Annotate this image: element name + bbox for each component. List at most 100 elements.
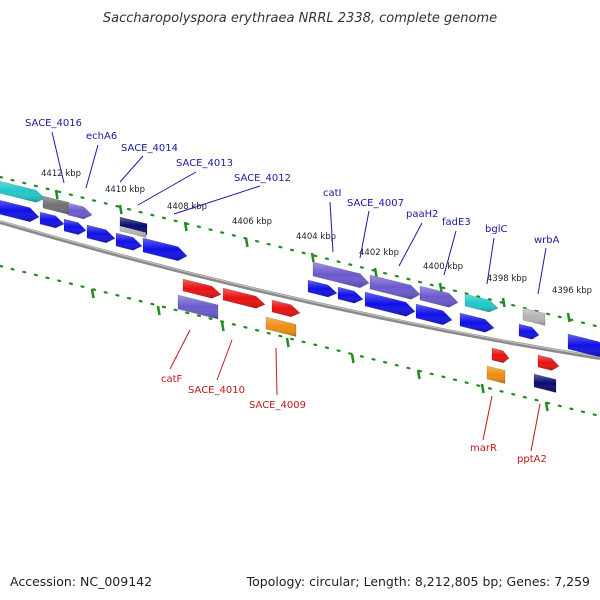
gene-arrow-shading (538, 355, 559, 371)
gene-leader-line (486, 237, 495, 285)
major-tick (118, 204, 123, 215)
major-tick (416, 369, 421, 380)
gene-label-sace-4009[interactable]: SACE_4009 (249, 400, 306, 411)
tick-label: 4410 kbp (105, 185, 145, 195)
major-tick (480, 383, 485, 394)
gene-leader-line (169, 329, 191, 370)
gene-label-sace-4013[interactable]: SACE_4013 (176, 158, 233, 169)
tick-label: 4412 kbp (41, 169, 81, 179)
genome-backbone (0, 220, 600, 360)
gene-arrow-shading (523, 308, 545, 326)
gene-label-catf[interactable]: catF (161, 374, 183, 385)
tick-labels: 4412 kbp 4410 kbp 4408 kbp 4406 kbp 4404 kbp… (41, 169, 592, 412)
tick-label: 4406 kbp (232, 217, 272, 227)
gene-label-sace-4012[interactable]: SACE_4012 (234, 173, 291, 184)
topology-text: Topology: circular; Length: 8,212,805 bp… (246, 574, 590, 589)
tick-label: 4398 kbp (487, 274, 527, 284)
gene-leader-line (85, 144, 99, 189)
gene-leader-line (119, 155, 144, 183)
gene-arrow-shading (120, 217, 147, 235)
major-tick (285, 337, 290, 348)
tick-label: 4396 kbp (552, 286, 592, 296)
gene-label-sace-4014[interactable]: SACE_4014 (121, 143, 178, 154)
gene-arrow-shading (64, 219, 86, 235)
gene-arrow-shading (308, 280, 337, 297)
gene-leader-line (275, 347, 278, 396)
major-tick (373, 267, 378, 278)
gene-label-marr[interactable]: marR (470, 443, 497, 454)
major-tick (544, 401, 549, 412)
map-title: Saccharopolyspora erythraea NRRL 2338, c… (103, 11, 497, 26)
major-tick (156, 305, 161, 316)
gene-arrow-shading (272, 300, 300, 317)
gene-arrow-shading (178, 295, 218, 319)
major-tick (350, 353, 355, 364)
gene-label-sace-4016[interactable]: SACE_4016 (25, 118, 82, 129)
gene-arrow-shading (40, 212, 64, 228)
tick-label: 4402 kbp (359, 248, 399, 258)
gene-arrow-shading (492, 348, 509, 363)
gene-leader-line (216, 339, 233, 381)
gene-arrow-shading (68, 203, 92, 219)
gene-label-bglc[interactable]: bglC (485, 224, 507, 235)
tick-label: 4408 kbp (167, 202, 207, 212)
gene-arrow-shading (420, 286, 458, 308)
major-tick (244, 237, 249, 248)
gene-leader-line (329, 201, 334, 253)
major-tick (438, 282, 443, 293)
gene-arrow-shading (534, 374, 556, 393)
gene-leader-line (482, 395, 493, 441)
major-tick (54, 189, 59, 200)
gene-arrow-shading (370, 275, 420, 300)
gene-label-paah2[interactable]: paaH2 (406, 209, 439, 220)
gene-leader-line (51, 131, 65, 184)
gene-label-cati[interactable]: catI (323, 188, 342, 199)
gene-arrow-shading (568, 334, 600, 357)
gene-arrow-shading (183, 279, 221, 299)
gene-label-fade3[interactable]: fadE3 (442, 217, 471, 228)
gene-label-ppta2[interactable]: pptA2 (517, 454, 547, 465)
gene-features (0, 180, 600, 393)
gene-arrow-shading (266, 317, 296, 337)
tick-label: 4404 kbp (296, 232, 336, 242)
major-tick (501, 297, 506, 308)
major-tick (220, 321, 225, 332)
gene-leader-line (359, 210, 370, 259)
gene-leader-line (537, 247, 547, 295)
lower-tick-track (0, 264, 600, 418)
tick-label: 4400 kbp (423, 262, 463, 272)
gene-arrow-shading (0, 181, 45, 203)
gene-labels: SACE_4016echA6SACE_4014SACE_4013SACE_401… (25, 118, 560, 465)
major-tick (183, 221, 188, 232)
gene-arrow-shading (116, 233, 142, 251)
gene-leader-line (137, 171, 197, 206)
gene-leader-line (398, 222, 423, 267)
gene-arrow-shading (120, 226, 146, 238)
gene-leader-line (443, 230, 457, 276)
gene-leader-line (530, 403, 541, 452)
gene-label-sace-4010[interactable]: SACE_4010 (188, 385, 245, 396)
major-tick (310, 252, 315, 263)
gene-arrow-shading (416, 304, 452, 325)
upper-tick-track (0, 175, 600, 329)
gene-arrow-shading (519, 324, 539, 340)
major-tick (566, 312, 571, 323)
gene-arrow-shading (313, 262, 369, 288)
gene-label-sace-4007[interactable]: SACE_4007 (347, 198, 404, 209)
gene-arrow-shading (338, 287, 363, 304)
major-tick (90, 288, 95, 299)
gene-arrow-shading (460, 313, 494, 333)
gene-arrow-shading (365, 292, 415, 317)
gene-arrow-shading (43, 196, 69, 215)
gene-arrow-shading (465, 294, 498, 312)
gene-label-wrba[interactable]: wrbA (534, 235, 560, 246)
gene-label-echa6[interactable]: echA6 (86, 131, 117, 142)
gene-arrow-shading (223, 288, 265, 309)
gene-arrow-shading (87, 225, 115, 243)
gene-arrow-shading (143, 238, 187, 261)
gene-arrow-shading (487, 366, 505, 384)
gene-leader-line (173, 185, 261, 215)
accession-text: Accession: NC_009142 (10, 574, 152, 589)
